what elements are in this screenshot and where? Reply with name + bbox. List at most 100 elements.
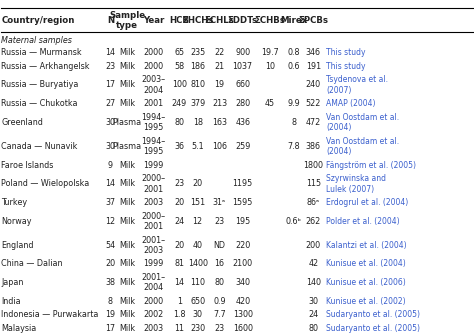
Text: Kalantzi et al. (2004): Kalantzi et al. (2004): [326, 241, 407, 250]
Text: 230: 230: [190, 324, 205, 333]
Text: Milk: Milk: [119, 99, 135, 108]
Text: Milk: Milk: [119, 297, 135, 306]
Text: 235: 235: [190, 48, 205, 57]
Text: England: England: [1, 241, 34, 250]
Text: Milk: Milk: [119, 324, 135, 333]
Text: Milk: Milk: [119, 198, 135, 207]
Text: 0.6: 0.6: [288, 62, 300, 71]
Text: Poland — Wielopolska: Poland — Wielopolska: [1, 179, 90, 188]
Text: 31ᵃ: 31ᵃ: [213, 198, 226, 207]
Text: ΣCHBs: ΣCHBs: [255, 16, 286, 25]
Text: 2000–
2001: 2000– 2001: [142, 211, 165, 231]
Text: 8: 8: [292, 118, 296, 127]
Text: 30: 30: [105, 142, 116, 151]
Text: 9: 9: [108, 161, 113, 170]
Text: 2000: 2000: [144, 48, 164, 57]
Text: 2100: 2100: [233, 260, 253, 269]
Text: 54: 54: [105, 241, 116, 250]
Text: 58: 58: [174, 62, 184, 71]
Text: 436: 436: [235, 118, 250, 127]
Text: 2000: 2000: [144, 62, 164, 71]
Text: 2001–
2004: 2001– 2004: [142, 273, 165, 292]
Text: Greenland: Greenland: [1, 118, 43, 127]
Text: 1999: 1999: [144, 161, 164, 170]
Text: Milk: Milk: [119, 80, 135, 90]
Text: 40: 40: [192, 241, 203, 250]
Text: 1994–
1995: 1994– 1995: [141, 137, 166, 156]
Text: 80: 80: [214, 278, 225, 287]
Text: Canada — Nunavik: Canada — Nunavik: [1, 142, 78, 151]
Text: Indonesia — Purwakarta: Indonesia — Purwakarta: [1, 310, 99, 319]
Text: 259: 259: [235, 142, 250, 151]
Text: 8: 8: [108, 297, 113, 306]
Text: Milk: Milk: [119, 217, 135, 226]
Text: 0.6ᵇ: 0.6ᵇ: [286, 217, 302, 226]
Text: 23: 23: [105, 62, 116, 71]
Text: 249: 249: [172, 99, 187, 108]
Text: 900: 900: [235, 48, 250, 57]
Text: India: India: [1, 297, 21, 306]
Text: ND: ND: [213, 241, 226, 250]
Text: This study: This study: [326, 48, 365, 57]
Text: 17: 17: [105, 80, 116, 90]
Text: 38: 38: [105, 278, 116, 287]
Text: Sample
type: Sample type: [109, 11, 145, 30]
Text: Turkey: Turkey: [1, 198, 27, 207]
Text: 1037: 1037: [233, 62, 253, 71]
Text: 280: 280: [235, 99, 250, 108]
Text: 186: 186: [190, 62, 205, 71]
Text: 36: 36: [174, 142, 184, 151]
Text: 1400: 1400: [188, 260, 208, 269]
Text: 19.7: 19.7: [261, 48, 279, 57]
Text: China — Dalian: China — Dalian: [1, 260, 63, 269]
Text: 17: 17: [105, 324, 116, 333]
Text: 660: 660: [235, 80, 250, 90]
Text: 23: 23: [174, 179, 184, 188]
Text: N: N: [107, 16, 114, 25]
Text: 11: 11: [174, 324, 184, 333]
Text: Van Oostdam et al.
(2004): Van Oostdam et al. (2004): [326, 113, 399, 132]
Text: 22: 22: [214, 48, 225, 57]
Text: 2000: 2000: [144, 297, 164, 306]
Text: 19: 19: [105, 310, 116, 319]
Text: AMAP (2004): AMAP (2004): [326, 99, 375, 108]
Text: 18: 18: [192, 118, 203, 127]
Text: 20: 20: [105, 260, 116, 269]
Text: 14: 14: [105, 179, 116, 188]
Text: Country/region: Country/region: [1, 16, 75, 25]
Text: 2003: 2003: [144, 198, 164, 207]
Text: 42: 42: [308, 260, 319, 269]
Text: Polder et al. (2004): Polder et al. (2004): [326, 217, 400, 226]
Text: 100: 100: [172, 80, 187, 90]
Text: Year: Year: [143, 16, 164, 25]
Text: 24: 24: [308, 310, 319, 319]
Text: 1300: 1300: [233, 310, 253, 319]
Text: Milk: Milk: [119, 278, 135, 287]
Text: ΣPCBs: ΣPCBs: [298, 16, 328, 25]
Text: 20: 20: [174, 241, 184, 250]
Text: 7.8: 7.8: [288, 142, 300, 151]
Text: 0.8: 0.8: [288, 48, 300, 57]
Text: 10: 10: [265, 62, 275, 71]
Text: 23: 23: [214, 217, 225, 226]
Text: 1994–
1995: 1994– 1995: [141, 113, 166, 132]
Text: Sudaryanto et al. (2005): Sudaryanto et al. (2005): [326, 310, 420, 319]
Text: Fängström et al. (2005): Fängström et al. (2005): [326, 161, 416, 170]
Text: 86ᵃ: 86ᵃ: [307, 198, 320, 207]
Text: 140: 140: [306, 278, 321, 287]
Text: HCB: HCB: [169, 16, 189, 25]
Text: 65: 65: [174, 48, 184, 57]
Text: 80: 80: [308, 324, 319, 333]
Text: Milk: Milk: [119, 48, 135, 57]
Text: 1600: 1600: [233, 324, 253, 333]
Text: 23: 23: [214, 324, 225, 333]
Text: 27: 27: [105, 99, 116, 108]
Text: 2003–
2004: 2003– 2004: [142, 75, 165, 95]
Text: Szyrwinska and
Lulek (2007): Szyrwinska and Lulek (2007): [326, 174, 386, 193]
Text: Milk: Milk: [119, 310, 135, 319]
Text: 262: 262: [306, 217, 321, 226]
Text: 7.7: 7.7: [213, 310, 226, 319]
Text: 386: 386: [306, 142, 321, 151]
Text: 810: 810: [190, 80, 205, 90]
Text: This study: This study: [326, 62, 365, 71]
